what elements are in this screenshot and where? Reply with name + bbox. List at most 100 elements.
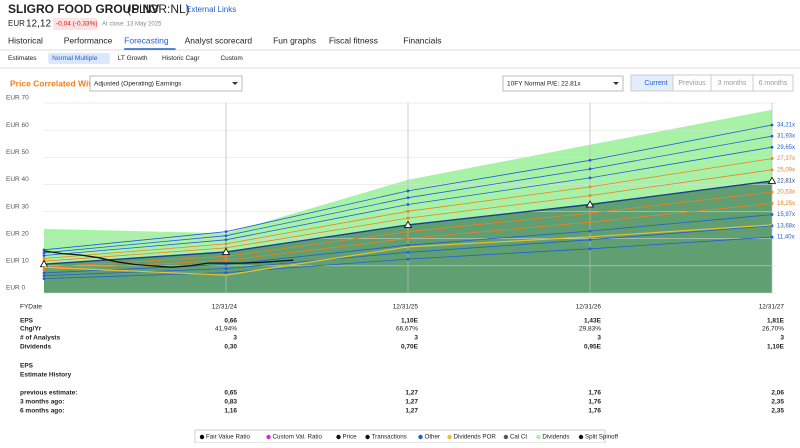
table-cell: 2,06 <box>771 390 784 397</box>
point <box>224 230 228 234</box>
legend-label[interactable]: Transactions <box>372 434 407 441</box>
select-box[interactable] <box>89 75 243 92</box>
legend-label[interactable]: Cal Ct <box>510 434 527 441</box>
point <box>588 194 592 197</box>
table-cell: 1,16 <box>224 408 237 415</box>
period-label: 3 months <box>718 80 747 87</box>
tab[interactable]: Historical <box>8 35 43 45</box>
table-cell: 0,66 <box>224 318 237 325</box>
fair-value-marker <box>585 200 595 208</box>
point <box>42 254 46 257</box>
multiple-label: 18,25x <box>777 201 795 207</box>
point <box>42 251 46 255</box>
table-cell: 12/31/26 <box>576 304 602 311</box>
legend-label[interactable]: Dividends POR <box>454 434 497 441</box>
multiple-label: 13,68x <box>777 223 795 229</box>
period-label: Previous <box>678 80 706 87</box>
table-cell: 12/31/24 <box>212 304 238 311</box>
tab[interactable]: Fun graphs <box>273 35 316 45</box>
table-cell: previous estimate: <box>20 390 77 397</box>
pe-select-text: 10FY Normal P/E: 22.81x <box>507 81 581 88</box>
point <box>770 235 774 239</box>
price-line <box>43 250 294 268</box>
subtab[interactable]: Estimates <box>8 55 37 62</box>
caret <box>613 82 619 85</box>
legend-label[interactable]: Split Spinoff <box>585 434 618 441</box>
table-cell: 3 months ago: <box>20 399 64 406</box>
legend-swatch <box>447 434 452 440</box>
point <box>224 263 228 266</box>
external-links[interactable]: External Links <box>186 5 236 14</box>
section-title: Estimate History <box>20 372 72 379</box>
subtab-active <box>48 53 110 64</box>
legend-label[interactable]: Other <box>425 434 440 441</box>
multiple-label: 31,93x <box>777 134 795 140</box>
period-button[interactable] <box>752 74 794 92</box>
subtab[interactable]: Custom <box>220 55 242 62</box>
caret <box>232 82 238 85</box>
point <box>42 257 46 260</box>
change: -0,04 (-0,33%) <box>56 21 98 28</box>
point <box>406 216 410 220</box>
tab[interactable]: Analyst scorecard <box>185 35 253 45</box>
multiple-label: 11,40x <box>777 235 795 241</box>
table-cell: 1,10E <box>401 318 419 325</box>
y-tick-label: EUR 50 <box>6 149 29 156</box>
point <box>588 238 592 242</box>
y-tick-label: EUR 0 <box>6 285 26 292</box>
table-cell: 1,27 <box>405 399 418 406</box>
table-cell: # of Analysts <box>20 335 61 342</box>
table-cell: 0,30 <box>224 344 237 351</box>
pe-select-box[interactable] <box>502 75 624 92</box>
multiple-label: 25,09x <box>777 167 795 173</box>
fair-value-marker <box>767 176 777 184</box>
point <box>770 134 774 138</box>
tab[interactable]: Performance <box>64 35 113 45</box>
point <box>406 203 410 206</box>
table-cell: 2,35 <box>771 408 784 415</box>
tab[interactable]: Fiscal fitness <box>329 35 378 45</box>
legend-label[interactable]: Custom Val. Ratio <box>273 434 323 441</box>
y-tick-label: EUR 70 <box>6 95 29 102</box>
price: 12,12 <box>26 19 51 30</box>
point <box>406 257 410 261</box>
subtab[interactable]: LT Growth <box>118 55 148 62</box>
currency: EUR <box>8 19 25 28</box>
multiple-label: 20,53x <box>777 190 795 196</box>
table-cell: 3 <box>233 335 237 342</box>
point <box>406 243 410 247</box>
point <box>224 254 228 258</box>
y-tick-label: EUR 30 <box>6 203 29 210</box>
tab[interactable]: Financials <box>403 35 441 45</box>
point <box>588 158 592 162</box>
point <box>406 230 410 234</box>
table-cell: 41,94% <box>215 326 237 333</box>
point <box>42 268 46 272</box>
point <box>770 213 774 216</box>
legend-label[interactable]: Fair Value Ratio <box>206 434 250 441</box>
table-cell: 1,27 <box>405 390 418 397</box>
subtab[interactable]: Historic Cagr <box>162 55 200 62</box>
legend-label[interactable]: Dividends <box>542 434 569 441</box>
tab[interactable]: Forecasting <box>124 35 169 45</box>
table-cell: 0,83 <box>224 399 237 406</box>
legend-swatch <box>365 434 370 440</box>
table-cell: 29,83% <box>579 326 601 333</box>
fair-value-marker <box>403 220 413 228</box>
subtab[interactable]: Normal Multiple <box>52 55 98 62</box>
table-cell: 1,43E <box>584 318 602 325</box>
point <box>42 271 46 275</box>
point <box>224 238 228 242</box>
point <box>224 242 228 246</box>
table-cell: FYDate <box>20 304 42 311</box>
table-cell: 2,35 <box>771 399 784 406</box>
legend-swatch <box>199 434 205 440</box>
table-cell: 1,76 <box>588 399 601 406</box>
legend-label[interactable]: Price <box>343 434 358 441</box>
ticker: (SLIGR:NL) <box>127 2 190 16</box>
legend-swatch <box>578 434 584 440</box>
y-tick-label: EUR 40 <box>6 176 29 183</box>
point <box>406 189 410 193</box>
